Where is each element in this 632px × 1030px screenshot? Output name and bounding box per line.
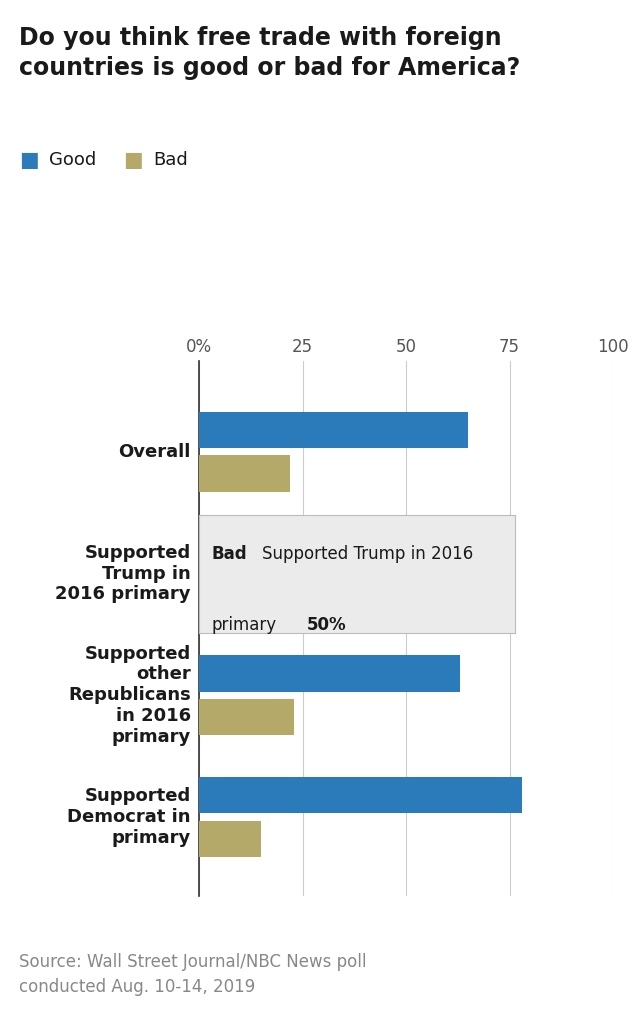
Bar: [199, 699, 295, 735]
Bar: [199, 577, 406, 614]
Text: Source: Wall Street Journal/NBC News poll
conducted Aug. 10-14, 2019: Source: Wall Street Journal/NBC News pol…: [19, 953, 367, 996]
Text: 50%: 50%: [307, 616, 346, 633]
Text: ■: ■: [19, 149, 39, 170]
Text: Supported Trump in 2016: Supported Trump in 2016: [262, 545, 473, 562]
Text: Bad: Bad: [212, 545, 247, 562]
Text: primary: primary: [212, 616, 277, 633]
Text: Overall: Overall: [118, 443, 191, 460]
Bar: [199, 455, 290, 492]
Text: Supported
other
Republicans
in 2016
primary: Supported other Republicans in 2016 prim…: [68, 645, 191, 746]
Bar: [199, 655, 460, 691]
Text: ■: ■: [123, 149, 143, 170]
Text: Supported
Trump in
2016 primary: Supported Trump in 2016 primary: [56, 544, 191, 604]
Text: Do you think free trade with foreign
countries is good or bad for America?: Do you think free trade with foreign cou…: [19, 26, 520, 80]
Bar: [199, 412, 468, 448]
Bar: [199, 777, 522, 814]
Bar: [199, 534, 356, 570]
Text: Bad: Bad: [154, 150, 188, 169]
Text: Good: Good: [49, 150, 97, 169]
Bar: [199, 821, 261, 857]
Text: Supported
Democrat in
primary: Supported Democrat in primary: [67, 787, 191, 847]
